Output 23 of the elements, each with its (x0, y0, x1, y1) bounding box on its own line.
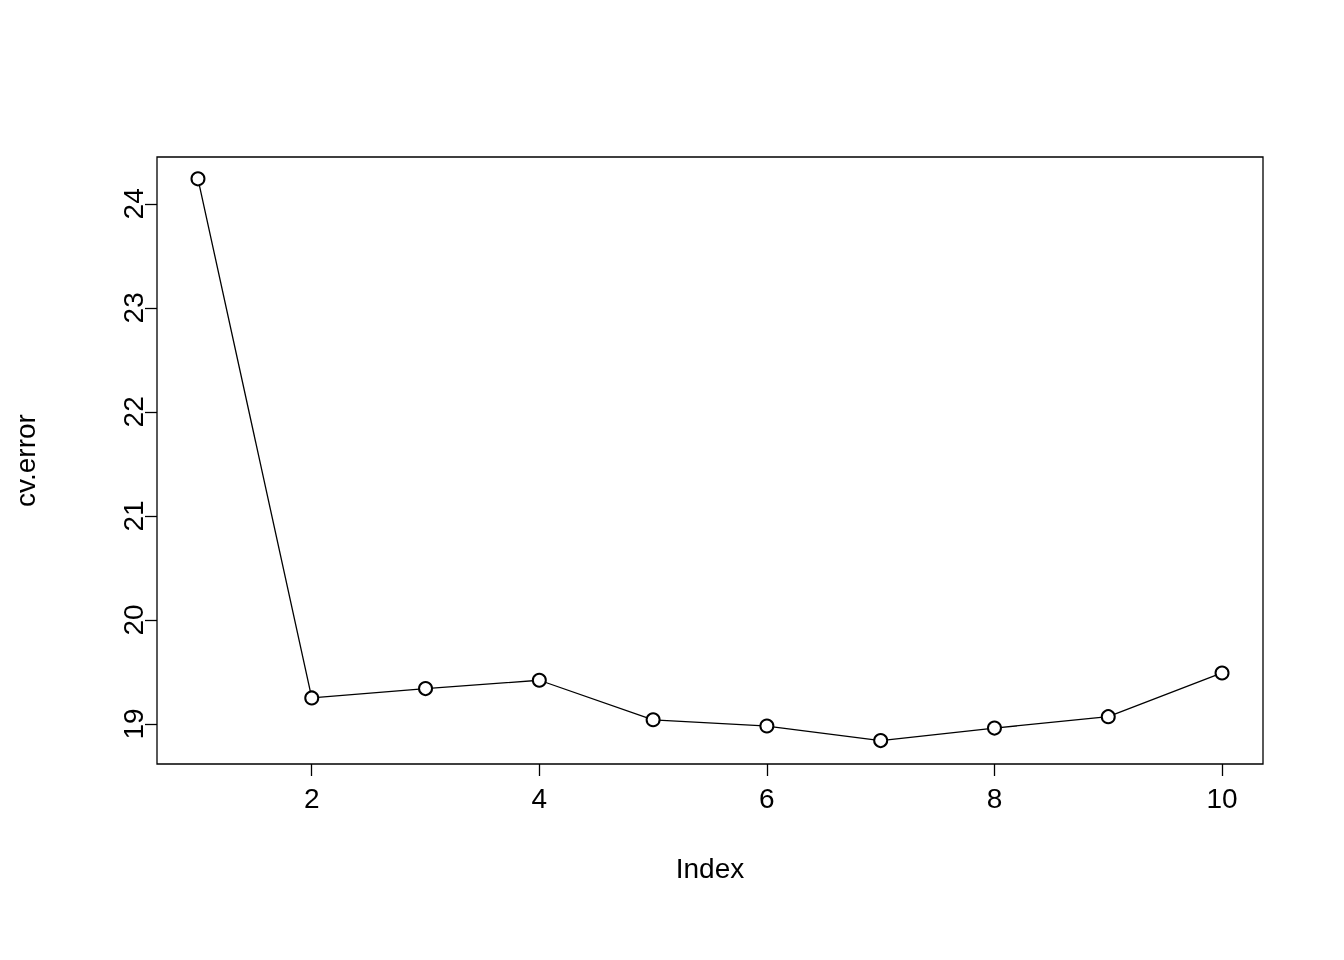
x-tick-label: 8 (986, 782, 1003, 814)
point (986, 720, 1002, 736)
x-tick-label: 4 (531, 782, 548, 814)
point (190, 171, 206, 187)
point (759, 718, 775, 734)
y-tick-label: 24 (117, 188, 149, 220)
y-tick-label: 22 (117, 396, 149, 428)
point (304, 690, 320, 706)
point (873, 733, 889, 749)
y-tick-label: 20 (117, 604, 149, 636)
y-axis-title: cv.error (9, 414, 41, 507)
x-axis-title: Index (675, 852, 745, 884)
y-tick-label: 19 (117, 708, 149, 740)
x-tick-label: 6 (759, 782, 775, 814)
point (1214, 665, 1230, 681)
x-tick-label: 10 (1206, 782, 1238, 814)
y-tick-label: 21 (117, 500, 149, 532)
point (418, 681, 434, 697)
y-tick-label: 23 (117, 292, 149, 324)
point (645, 712, 661, 728)
point (1100, 709, 1116, 725)
x-tick-label: 2 (303, 782, 320, 814)
point (531, 672, 547, 688)
